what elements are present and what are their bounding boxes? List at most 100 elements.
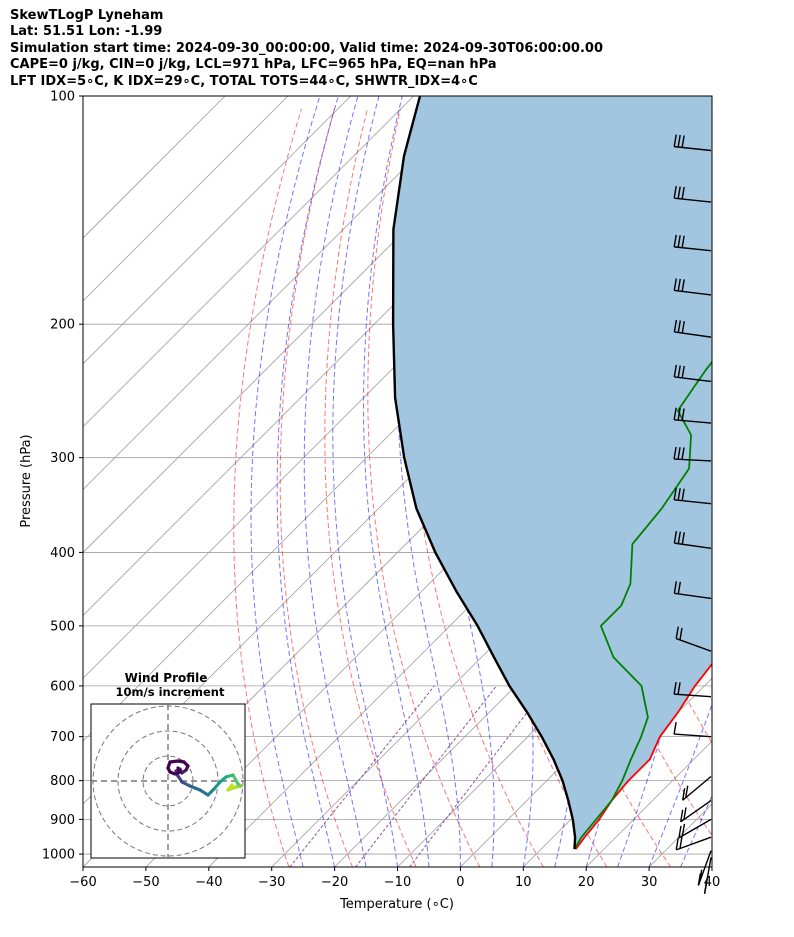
- y-tick-label: 900: [50, 813, 75, 828]
- y-tick-label: 300: [50, 451, 75, 466]
- x-axis-label: Temperature (∘C): [339, 897, 454, 912]
- wind-barb-staff: [674, 376, 712, 383]
- dry-adiabat-line: [367, 108, 481, 867]
- isotherm-line: [711, 866, 712, 867]
- index-line: LFT IDX=5∘C, K IDX=29∘C, TOTAL TOTS=44∘C…: [10, 73, 478, 89]
- wind-barb-flag: [677, 134, 681, 148]
- wind-barb-flag: [678, 825, 682, 839]
- wind-barb-flag: [675, 626, 679, 639]
- y-tick-label: 500: [50, 619, 75, 634]
- isotherm-line: [334, 489, 712, 867]
- wind-barb-staff: [675, 637, 712, 652]
- y-tick-label: 100: [50, 90, 75, 105]
- wind-barb-flag: [681, 823, 686, 837]
- cape-line: CAPE=0 j/kg, CIN=0 j/kg, LCL=971 hPa, LF…: [10, 57, 497, 73]
- time-line: Simulation start time: 2024-09-30_00:00:…: [10, 40, 603, 56]
- wind-barb-flag: [681, 235, 685, 248]
- chart-header: SkewTLogP Lyneham Lat: 51.51 Lon: -1.99 …: [10, 8, 603, 90]
- hodograph-segment: [231, 773, 240, 786]
- wind-barb-flag: [681, 365, 685, 379]
- wind-barb-flag: [673, 531, 678, 544]
- wind-barb-flag: [680, 809, 684, 822]
- wind-barb-staff: [678, 818, 712, 839]
- y-tick-label: 400: [50, 546, 75, 561]
- wind-barb-flag: [677, 682, 681, 695]
- moist-adiabat-line: [711, 865, 712, 867]
- y-tick-label: 800: [50, 774, 75, 789]
- wind-barb-flag: [681, 320, 685, 334]
- wind-barb-flag: [673, 278, 677, 291]
- wind-barb-flag: [677, 488, 681, 501]
- hodograph-subtitle: 10m/s increment: [116, 685, 225, 699]
- hodograph-segment: [188, 784, 202, 792]
- wind-barb-staff: [674, 145, 712, 152]
- wind-barb-flag: [699, 869, 703, 882]
- temperature-line: [575, 662, 712, 850]
- wind-barb-flag: [675, 837, 679, 850]
- wind-barb-staff: [674, 331, 712, 338]
- moist-adiabat-line: [680, 794, 712, 867]
- wind-barb-flag: [673, 186, 677, 199]
- hodograph-title: Wind Profile: [125, 671, 208, 685]
- wind-profile-inset: Wind Profile 10m/s increment: [90, 671, 246, 859]
- wind-barb-flag: [673, 682, 677, 695]
- wind-barb-staff: [674, 733, 712, 738]
- wind-barb-flag: [679, 836, 683, 849]
- x-tick-label: 0: [456, 875, 464, 890]
- mixing-ratio-line: [289, 685, 435, 867]
- x-tick-label: −20: [321, 875, 348, 890]
- wind-barb-staff: [674, 289, 712, 296]
- wind-barb-flag: [673, 364, 677, 378]
- wind-barb-flag: [683, 807, 687, 820]
- wind-barb-flag: [681, 186, 685, 200]
- x-tick-label: −60: [69, 875, 96, 890]
- dewpoint-line: [573, 360, 712, 850]
- isotherm-line: [397, 551, 712, 867]
- wind-barb-staff: [674, 246, 712, 252]
- mixing-ratio-line: [409, 685, 548, 867]
- isotherm-line: [83, 96, 477, 491]
- cin-cape-shading: [393, 96, 712, 850]
- isotherm-line: [83, 96, 226, 239]
- wind-barb-staff: [674, 499, 712, 505]
- wind-barb-flag: [677, 278, 681, 292]
- wind-barb-staff: [674, 197, 712, 203]
- x-tick-label: 10: [515, 875, 532, 890]
- moist-adiabat-line: [250, 96, 321, 867]
- wind-barb-staff: [674, 592, 712, 600]
- y-axis-label: Pressure (hPa): [19, 434, 34, 527]
- dry-adiabat-line: [763, 109, 794, 867]
- wind-barb-flag: [673, 581, 678, 594]
- wind-barb-flag: [673, 319, 678, 333]
- y-tick-label: 200: [50, 318, 75, 333]
- wind-barb-staff: [674, 542, 712, 549]
- parcel-profile-line: [391, 96, 577, 850]
- wind-barb-staff: [682, 775, 712, 801]
- wind-barb-flag: [677, 186, 681, 199]
- wind-barb-flag: [697, 873, 702, 886]
- wind-barb-staff: [675, 836, 712, 851]
- wind-barb-flag: [673, 721, 677, 735]
- wind-barb-flag: [704, 877, 708, 890]
- wind-barb-staff: [674, 419, 712, 424]
- chart-title: SkewTLogP Lyneham: [10, 8, 164, 23]
- isotherm-line: [83, 96, 289, 302]
- moist-adiabat-line: [276, 96, 339, 867]
- wind-barb-flag: [681, 532, 685, 545]
- wind-barb-flag: [673, 407, 677, 420]
- x-tick-label: 20: [578, 875, 595, 890]
- dry-adiabat-line: [324, 108, 417, 867]
- dry-adiabat-line: [233, 108, 302, 867]
- x-tick-label: 40: [704, 875, 721, 890]
- wind-barb-flag: [681, 408, 685, 421]
- wind-barb-flag: [677, 365, 681, 378]
- x-tick-label: 30: [641, 875, 658, 890]
- wind-barb-flag: [677, 447, 681, 460]
- isotherm-line: [83, 96, 352, 365]
- wind-barb-flag: [677, 408, 681, 421]
- wind-barb-flag: [677, 235, 681, 248]
- wind-barb-flag: [681, 788, 686, 801]
- wind-barb-staff: [674, 458, 712, 462]
- wind-barb-flag: [681, 135, 685, 148]
